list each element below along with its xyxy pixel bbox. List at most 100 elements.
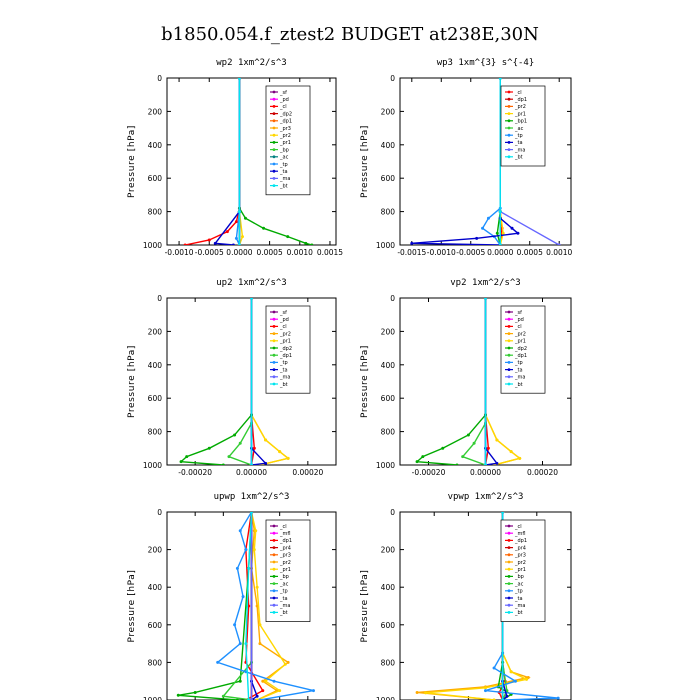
series-point [221, 694, 225, 698]
y-tick-label: 0 [157, 294, 162, 303]
legend-marker [272, 177, 276, 180]
legend-marker [507, 539, 511, 542]
legend-entry: _dp1 [514, 538, 527, 544]
series-point [176, 693, 180, 697]
y-axis-label: Pressure [hPa] [360, 345, 370, 418]
legend-entry: _dp1 [514, 353, 527, 359]
legend-entry: _bt [514, 155, 523, 161]
legend-entry: _pr1 [279, 339, 291, 345]
series-point [183, 243, 187, 245]
y-tick-label: 400 [148, 141, 163, 150]
series-point [498, 243, 502, 245]
series-point [252, 446, 256, 450]
legend-entry: _ta [514, 367, 523, 373]
legend-marker [507, 361, 511, 364]
legend-marker [272, 539, 276, 542]
series-point [241, 595, 245, 599]
legend-marker [272, 148, 276, 152]
legend-marker [272, 603, 276, 607]
legend-entry: _pr2 [514, 331, 526, 337]
y-tick-label: 400 [381, 361, 396, 370]
y-tick-label: 0 [390, 508, 395, 517]
series-point [255, 585, 259, 589]
x-tick-label: -0.0010 [165, 248, 194, 257]
y-tick-label: 800 [381, 658, 396, 667]
series-point [207, 446, 211, 450]
series-point [441, 446, 445, 450]
legend-marker [272, 141, 276, 144]
legend-entry: _dp1 [279, 538, 292, 544]
legend-marker [272, 119, 276, 123]
x-tick-label: 0.0015 [317, 248, 343, 257]
legend-entry: _pr1 [514, 339, 526, 345]
series-point [495, 438, 499, 442]
legend-entry: _pd [279, 317, 289, 323]
y-tick-label: 400 [381, 141, 396, 150]
y-axis-label: Pressure [hPa] [360, 125, 370, 198]
legend-marker [272, 531, 276, 535]
series-point [415, 690, 419, 694]
legend-marker [272, 97, 276, 101]
y-tick-label: 0 [390, 294, 395, 303]
x-tick-label: -0.0005 [456, 248, 485, 257]
legend-entry: _ma [514, 375, 525, 381]
series-point [501, 231, 505, 235]
legend-entry: _cl [514, 324, 522, 330]
series-point [255, 694, 259, 698]
y-tick-label: 400 [148, 583, 163, 592]
series-layer [183, 78, 314, 245]
legend-entry: _dp2 [279, 346, 292, 352]
legend-entry: _sf [279, 90, 287, 96]
series-point [207, 238, 211, 242]
legend-entry: _ta [279, 367, 288, 373]
legend-marker [507, 560, 511, 564]
panels-container: wp2 1xm^2/s^3 Pressure [hPa] 0 200 400 600 800… [127, 58, 573, 700]
series-point [278, 450, 282, 454]
series-point [495, 461, 499, 465]
legend-marker [272, 90, 276, 94]
series-line [461, 298, 487, 465]
y-tick-label: 800 [148, 428, 163, 437]
legend-marker [507, 141, 511, 144]
series-point [216, 660, 220, 664]
x-tick-label: -0.00020 [412, 468, 446, 477]
legend-marker [272, 382, 276, 386]
legend-marker [507, 546, 511, 549]
series-point [310, 243, 314, 245]
series-layer [176, 512, 315, 700]
series-point [179, 460, 183, 464]
y-tick-label: 600 [381, 621, 396, 630]
legend-entry: _cl [514, 90, 522, 96]
legend-marker [272, 317, 276, 321]
x-tick-label: 0.0010 [287, 248, 313, 257]
legend-marker [507, 575, 511, 578]
legend: _sf_pd_cl_pr2 _pr1_dp2_dp1_tp_ta _ma_bt [500, 305, 546, 394]
y-tick-label: 1000 [376, 461, 395, 470]
series-point [185, 455, 189, 459]
series-point [498, 78, 502, 80]
legend-marker [272, 162, 276, 166]
series-layer [410, 78, 561, 245]
series-point [557, 243, 561, 245]
series-point [272, 679, 276, 683]
chart-panel-2: wp3 1xm^{3} s^{-4} Pressure [hPa] 0 200 400 6… [360, 58, 573, 257]
series-point [233, 433, 237, 437]
x-tick-label: 0.00000 [236, 468, 267, 477]
legend-entry: _dp1 [279, 119, 292, 125]
legend-marker [507, 375, 511, 379]
legend-entry: _bp [279, 147, 289, 153]
legend-marker [272, 184, 276, 188]
series-point [252, 548, 256, 552]
series-point [227, 455, 231, 459]
series-point [240, 235, 244, 239]
legend-entry: _mfl [279, 531, 291, 537]
legend-entry: _cl [514, 524, 522, 530]
legend-marker [272, 112, 276, 115]
series-point [258, 623, 262, 627]
series-line [245, 512, 253, 700]
legend-entry: _pr1 [514, 111, 526, 117]
series-point [264, 679, 268, 683]
legend-entry: _bt [279, 610, 288, 616]
legend-marker [272, 560, 276, 564]
panel-title: vpwp 1xm^2/s^3 [448, 492, 524, 502]
